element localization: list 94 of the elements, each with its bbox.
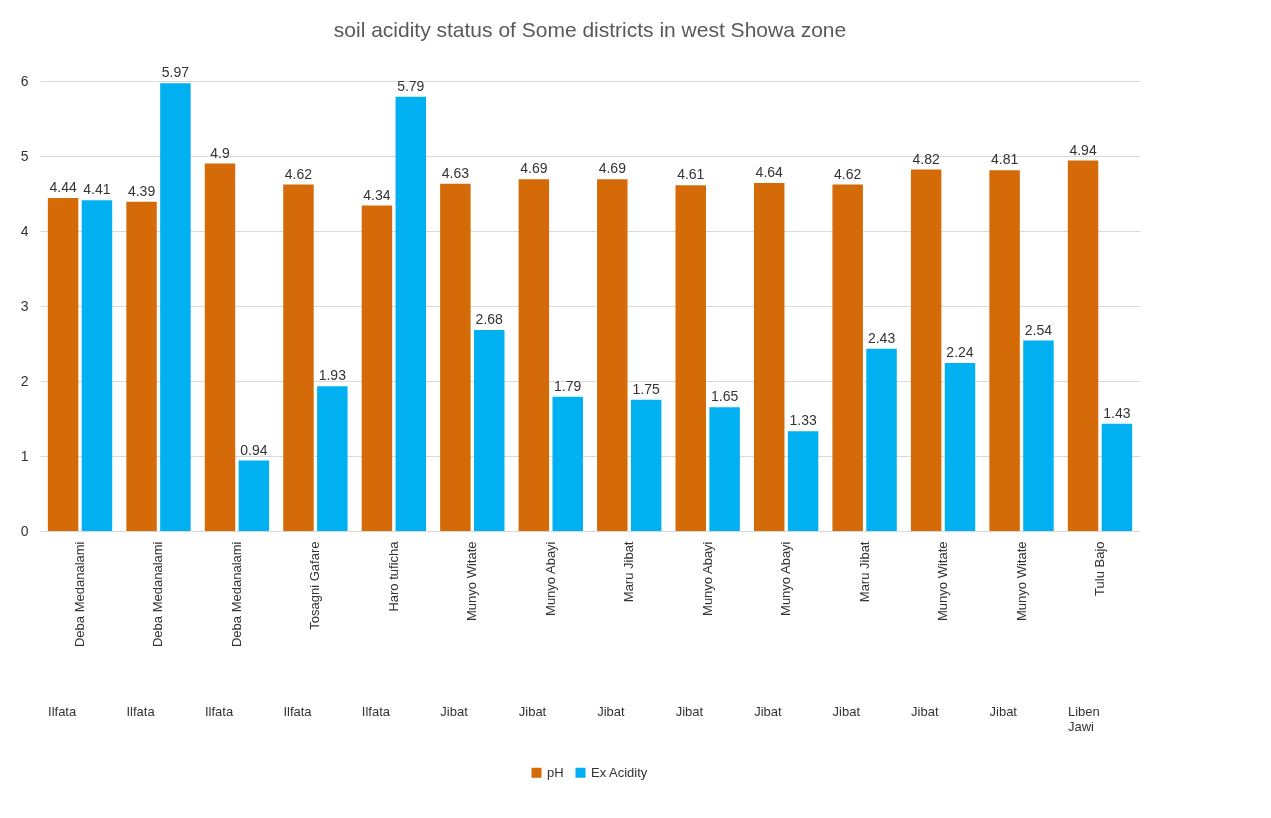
bar bbox=[630, 399, 662, 531]
data-label: 2.43 bbox=[867, 329, 896, 346]
text: Ilfata bbox=[361, 704, 391, 719]
x-tick-label: Haro tuficha bbox=[385, 540, 401, 612]
data-label: 4.69 bbox=[598, 160, 627, 177]
y-tick-label: 3 bbox=[20, 297, 29, 314]
data-label: 4.63 bbox=[441, 164, 470, 181]
bar bbox=[283, 184, 314, 531]
data-label: 4.61 bbox=[677, 166, 705, 183]
bar bbox=[675, 185, 706, 531]
bar bbox=[944, 363, 976, 531]
data-label: 4.82 bbox=[912, 150, 940, 167]
data-label: 4.62 bbox=[284, 165, 313, 182]
bar bbox=[787, 431, 819, 531]
bar bbox=[518, 179, 550, 531]
text: Liben Jawi bbox=[1067, 704, 1100, 734]
text: Jibat bbox=[911, 704, 939, 719]
data-label: 4.9 bbox=[210, 144, 230, 161]
bar bbox=[1067, 160, 1099, 531]
y-tick-label: 2 bbox=[20, 372, 29, 389]
bar bbox=[361, 205, 393, 531]
data-label: 4.34 bbox=[363, 186, 391, 203]
bar bbox=[126, 201, 157, 531]
x-tick-label: Tosagni Gafare bbox=[307, 541, 323, 630]
y-tick-label: 6 bbox=[20, 72, 29, 89]
bar bbox=[1023, 340, 1054, 531]
text: Ilfata bbox=[48, 704, 77, 719]
bar bbox=[204, 163, 236, 531]
x-tick-label: Munyo Witate bbox=[1013, 541, 1029, 621]
text: Ilfata bbox=[126, 704, 156, 719]
bar bbox=[989, 170, 1020, 531]
data-label: 2.24 bbox=[946, 344, 974, 360]
data-label: 1.65 bbox=[710, 388, 739, 405]
x-tick-label: Deba Medanalami bbox=[72, 541, 88, 648]
y-tick-label: 1 bbox=[20, 447, 29, 464]
bar bbox=[866, 348, 897, 531]
data-label: 2.68 bbox=[475, 311, 504, 327]
bar bbox=[317, 386, 348, 531]
bar bbox=[910, 169, 942, 531]
data-label: 2.54 bbox=[1024, 321, 1053, 338]
bar bbox=[597, 179, 628, 531]
data-label: 0.94 bbox=[240, 441, 268, 458]
data-label: 1.33 bbox=[789, 412, 817, 429]
bar bbox=[238, 460, 270, 531]
x-tick-label: Deba Medanalami bbox=[150, 541, 166, 648]
legend-label: pH bbox=[547, 764, 564, 780]
data-label: 4.69 bbox=[520, 160, 548, 177]
y-tick-label: 5 bbox=[20, 147, 29, 164]
x-tick-label: Munyo Witate bbox=[935, 541, 951, 621]
x-tick-label: Munyo Abayi bbox=[542, 541, 558, 616]
x-tick-label: Maru Jibat bbox=[856, 541, 872, 603]
y-tick-label: 0 bbox=[20, 522, 29, 539]
data-label: 4.41 bbox=[83, 181, 111, 198]
text: Jibat bbox=[832, 704, 861, 719]
x-tick-label: Deba Medanalami bbox=[228, 541, 244, 648]
text: Jibat bbox=[989, 704, 1018, 719]
data-label: 1.79 bbox=[554, 377, 582, 394]
bar bbox=[47, 198, 79, 531]
bar bbox=[160, 83, 191, 531]
data-label: 4.44 bbox=[49, 179, 77, 195]
data-label: 4.39 bbox=[127, 182, 156, 199]
bar bbox=[1101, 423, 1133, 531]
chart-title: soil acidity status of Some districts in west Showa zone bbox=[333, 18, 847, 42]
x-tick-label: Munyo Witate bbox=[464, 541, 480, 621]
bar bbox=[440, 183, 471, 531]
data-label: 4.94 bbox=[1069, 141, 1097, 158]
data-label: 4.62 bbox=[834, 165, 862, 182]
x-tick-label: Maru Jibat bbox=[621, 541, 637, 603]
data-label: 1.43 bbox=[1103, 404, 1131, 421]
data-label: 4.81 bbox=[990, 151, 1019, 168]
x-tick-label: Tulu Bajo bbox=[1091, 541, 1107, 596]
bar bbox=[832, 184, 863, 531]
x-tick-label: Munyo Abayi bbox=[778, 541, 794, 616]
data-label: 5.79 bbox=[397, 77, 425, 94]
y-tick-label: 4 bbox=[20, 222, 29, 239]
bar bbox=[552, 396, 583, 531]
text: Ilfata bbox=[283, 704, 313, 719]
bar bbox=[81, 200, 113, 531]
legend-label: Ex Acidity bbox=[591, 764, 648, 780]
text: Ilfata bbox=[204, 704, 234, 719]
data-label: 4.64 bbox=[755, 164, 784, 180]
data-label: 5.97 bbox=[161, 64, 190, 81]
bar bbox=[753, 183, 785, 531]
x-tick-label: Munyo Abayi bbox=[699, 541, 715, 616]
text: Jibat bbox=[754, 704, 782, 719]
text: Jibat bbox=[597, 704, 626, 719]
bar bbox=[709, 407, 740, 531]
data-label: 1.75 bbox=[632, 380, 660, 397]
bar bbox=[474, 330, 505, 531]
text: Jibat bbox=[440, 704, 469, 719]
data-label: 1.93 bbox=[318, 367, 347, 384]
text: Jibat bbox=[518, 704, 547, 719]
bar bbox=[395, 96, 427, 531]
text: Jibat bbox=[675, 704, 704, 719]
